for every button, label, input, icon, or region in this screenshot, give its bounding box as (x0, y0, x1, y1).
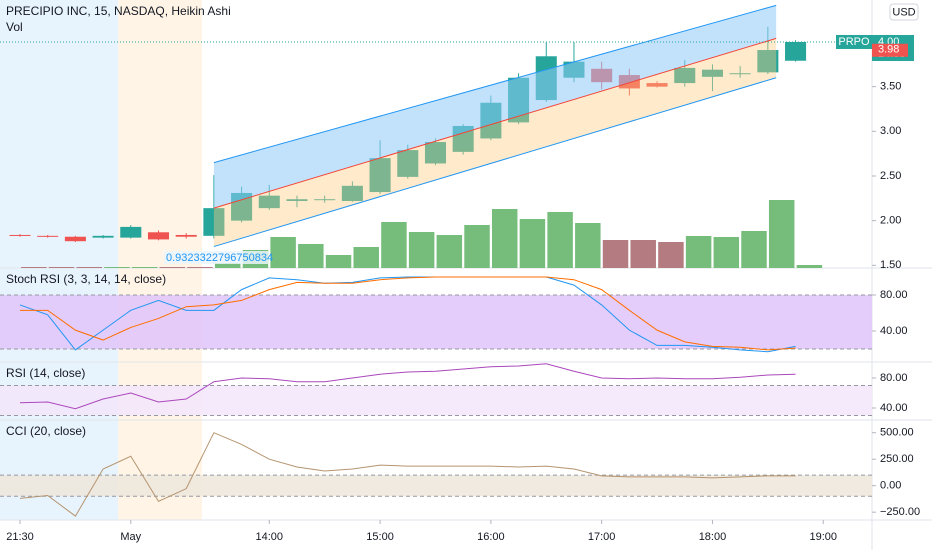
candle-body (120, 226, 142, 238)
pane-title: Stoch RSI (3, 3, 14, 14, close) (6, 272, 166, 286)
candle-body (341, 185, 363, 201)
volume-bar (104, 267, 130, 268)
y-tick-label: 1.50 (880, 259, 901, 271)
chart-title: PRECIPIO INC, 15, NASDAQ, Heikin Ashi (6, 4, 231, 18)
candle-body (729, 73, 751, 75)
band-fill (0, 475, 872, 497)
indicator-line (19, 432, 796, 517)
prev-tag-label: 3.98 (878, 44, 899, 56)
volume-bar (464, 225, 490, 268)
y-tick-label: 0.00 (880, 480, 901, 492)
volume-bar (159, 267, 186, 268)
y-tick-label: 3.00 (880, 125, 901, 137)
volume-bar (76, 267, 102, 268)
channel-lower (213, 77, 777, 248)
y-tick-label: 3.50 (880, 81, 901, 93)
volume-bar (547, 212, 573, 268)
volume-bar (325, 255, 352, 268)
y-tick-label: 2.50 (880, 170, 901, 182)
candle-body (424, 142, 446, 164)
x-tick-label: 15:00 (366, 531, 394, 543)
y-tick-label: 40.00 (880, 325, 908, 337)
candle-body (397, 150, 419, 177)
volume-bar (796, 265, 823, 268)
candle-body (646, 83, 668, 87)
volume-bar (48, 267, 75, 268)
candle-body (92, 235, 114, 238)
volume-bar (187, 267, 213, 268)
x-tick-label: May (120, 531, 141, 543)
volume-bar (602, 240, 629, 268)
band-fill (0, 385, 872, 416)
x-tick-label: 21:30 (6, 531, 34, 543)
x-tick-label: 17:00 (588, 531, 616, 543)
x-tick-label: 18:00 (699, 531, 727, 543)
symbol-tag (836, 34, 872, 49)
symbol-tag-label: PRPO (838, 36, 870, 48)
candle-body (369, 158, 391, 193)
candle-body (314, 199, 336, 201)
x-tick-label: 14:00 (256, 531, 284, 543)
volume-bar (131, 267, 158, 268)
volume-bar (214, 263, 241, 268)
volume-bar (630, 240, 656, 268)
candle-body (258, 195, 280, 209)
indicator-line (19, 276, 796, 353)
pane-title: CCI (20, close) (6, 424, 86, 438)
candle-body (674, 67, 696, 84)
x-tick-label: 19:00 (809, 531, 837, 543)
volume-bar (21, 267, 47, 268)
candle-body (37, 235, 59, 237)
pane-title: RSI (14, close) (6, 366, 85, 380)
candle-body (757, 50, 779, 73)
candle-body (147, 232, 170, 240)
channel-middle (213, 37, 777, 209)
volume-bar (298, 244, 324, 268)
candle-body (286, 199, 308, 201)
candle-body (175, 234, 197, 237)
annotation: 0.9323322796750834 (166, 252, 273, 264)
volume-bar (353, 247, 379, 268)
volume-bar (685, 236, 712, 268)
volume-bar (575, 223, 601, 268)
volume-bar (519, 219, 546, 268)
candle-body (9, 234, 31, 236)
channel-lower-fill (213, 38, 777, 247)
candle-body (203, 208, 225, 236)
candle-body (701, 69, 723, 77)
y-tick-label: 250.00 (880, 453, 914, 465)
candle-body (64, 236, 86, 242)
indicator-line (19, 363, 796, 410)
y-tick-label: −250.00 (880, 506, 920, 518)
indicator-line (19, 276, 796, 351)
y-tick-label: 80.00 (880, 289, 908, 301)
y-tick-label: 500.00 (880, 427, 914, 439)
channel-upper-fill (213, 5, 777, 209)
volume-bar (408, 232, 435, 268)
volume-bar (436, 235, 463, 268)
band-fill (0, 295, 872, 350)
volume-bar (381, 222, 407, 268)
candle-body (785, 41, 807, 61)
volume-bar (491, 209, 518, 268)
prev-tag (872, 43, 908, 57)
volume-bar (713, 237, 740, 268)
volume-bar (741, 231, 767, 268)
volume-bar (768, 200, 795, 268)
volume-bar (270, 237, 296, 268)
volume-bar (658, 242, 684, 268)
chart-subtitle: Vol (6, 20, 23, 34)
y-tick-label: 2.00 (880, 215, 901, 227)
channel-upper (213, 4, 777, 164)
session-shade (0, 0, 118, 520)
currency[interactable]: USD (892, 6, 915, 18)
x-tick-label: 16:00 (477, 531, 505, 543)
y-tick-label: 40.00 (880, 402, 908, 414)
y-tick-label: 80.00 (880, 372, 908, 384)
currency-button[interactable] (889, 3, 919, 21)
annotation-bg (164, 251, 268, 264)
